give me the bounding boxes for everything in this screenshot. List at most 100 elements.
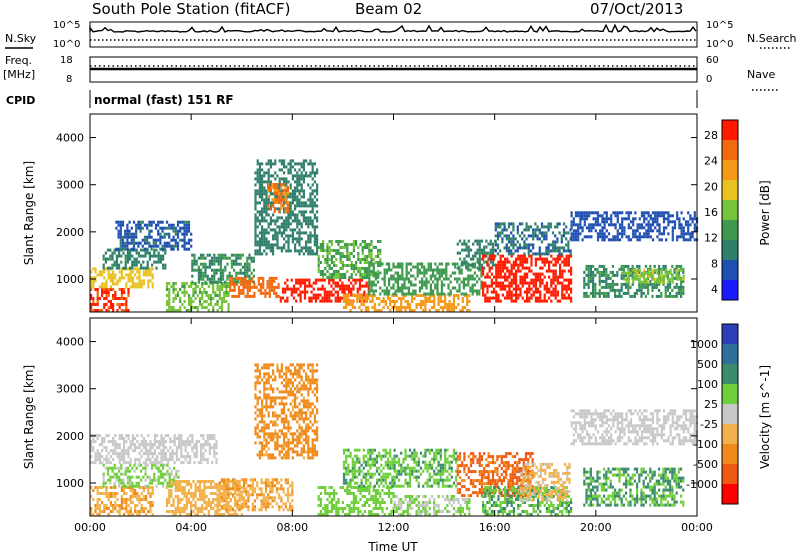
- data-cell: [231, 483, 235, 486]
- data-cell: [196, 498, 199, 501]
- data-cell: [303, 293, 307, 297]
- data-cell: [297, 293, 300, 297]
- data-cell: [150, 229, 153, 233]
- data-cell: [526, 296, 529, 300]
- data-cell: [667, 277, 670, 281]
- data-cell: [234, 513, 237, 516]
- data-cell: [438, 292, 441, 296]
- data-cell: [311, 189, 314, 193]
- data-cell: [440, 292, 443, 296]
- data-cell: [131, 484, 134, 488]
- data-cell: [181, 492, 184, 495]
- data-cell: [145, 443, 148, 447]
- data-cell: [258, 222, 261, 226]
- data-cell: [354, 281, 357, 285]
- data-cell: [119, 241, 122, 245]
- data-cell: [291, 192, 294, 196]
- data-cell: [126, 247, 129, 251]
- data-cell: [227, 484, 230, 488]
- data-cell: [101, 443, 104, 447]
- data-cell: [559, 257, 562, 261]
- data-cell: [124, 232, 127, 236]
- data-cell: [512, 260, 515, 264]
- data-cell: [280, 168, 283, 172]
- data-cell: [314, 281, 318, 285]
- data-cell: [192, 306, 195, 309]
- data-cell: [138, 285, 141, 289]
- data-cell: [136, 495, 139, 498]
- data-cell: [101, 291, 104, 294]
- data-cell: [359, 270, 362, 273]
- data-cell: [534, 234, 537, 238]
- data-cell: [495, 266, 498, 270]
- data-cell: [285, 216, 288, 220]
- data-cell: [618, 291, 621, 295]
- data-cell: [305, 210, 308, 214]
- data-cell: [98, 455, 101, 459]
- data-cell: [237, 280, 240, 284]
- data-cell: [274, 171, 277, 175]
- data-cell: [290, 278, 293, 282]
- data-cell: [633, 294, 636, 298]
- data-cell: [180, 449, 183, 453]
- data-cell: [618, 232, 622, 236]
- data-cell: [267, 162, 270, 166]
- data-cell: [603, 270, 606, 274]
- data-cell: [105, 297, 108, 300]
- data-cell: [645, 211, 648, 215]
- data-cell: [508, 272, 511, 276]
- data-cell: [407, 292, 410, 296]
- data-cell: [226, 277, 229, 281]
- data-cell: [588, 229, 591, 233]
- data-cell: [614, 226, 617, 230]
- data-cell: [185, 241, 188, 245]
- data-cell: [347, 300, 350, 303]
- data-cell: [534, 275, 537, 279]
- data-cell: [296, 225, 299, 229]
- data-cell: [607, 232, 611, 236]
- data-cell: [396, 274, 399, 278]
- data-cell: [339, 284, 342, 288]
- data-cell: [107, 288, 110, 291]
- data-cell: [427, 268, 430, 272]
- data-cell: [506, 290, 509, 294]
- data-cell: [238, 505, 241, 509]
- data-cell: [474, 254, 477, 258]
- data-cell: [567, 246, 570, 250]
- data-cell: [258, 201, 261, 205]
- data-cell: [305, 222, 308, 226]
- data-cell: [261, 219, 264, 223]
- data-cell: [275, 186, 278, 189]
- data-cell: [362, 297, 365, 300]
- data-cell: [285, 249, 288, 253]
- data-cell: [525, 243, 528, 247]
- data-cell: [278, 225, 281, 229]
- data-cell: [142, 437, 145, 441]
- data-cell: [192, 288, 195, 291]
- data-cell: [287, 162, 290, 166]
- data-cell: [170, 480, 173, 483]
- data-cell: [198, 510, 202, 513]
- data-cell: [229, 508, 232, 512]
- data-cell: [691, 220, 694, 224]
- data-cell: [218, 306, 221, 309]
- data-cell: [147, 455, 150, 459]
- data-cell: [359, 267, 362, 270]
- data-cell: [375, 297, 379, 300]
- data-cell: [157, 244, 160, 248]
- data-cell: [96, 486, 99, 489]
- data-cell: [567, 287, 570, 291]
- data-cell: [649, 226, 652, 230]
- data-cell: [118, 469, 121, 473]
- data-cell: [397, 306, 401, 309]
- data-cell: [625, 280, 628, 284]
- data-cell: [589, 279, 592, 283]
- data-cell: [517, 263, 520, 267]
- data-cell: [237, 285, 241, 289]
- data-cell: [316, 186, 319, 190]
- data-cell: [530, 257, 533, 261]
- data-cell: [587, 279, 590, 283]
- data-cell: [554, 290, 557, 294]
- data-cell: [429, 274, 432, 278]
